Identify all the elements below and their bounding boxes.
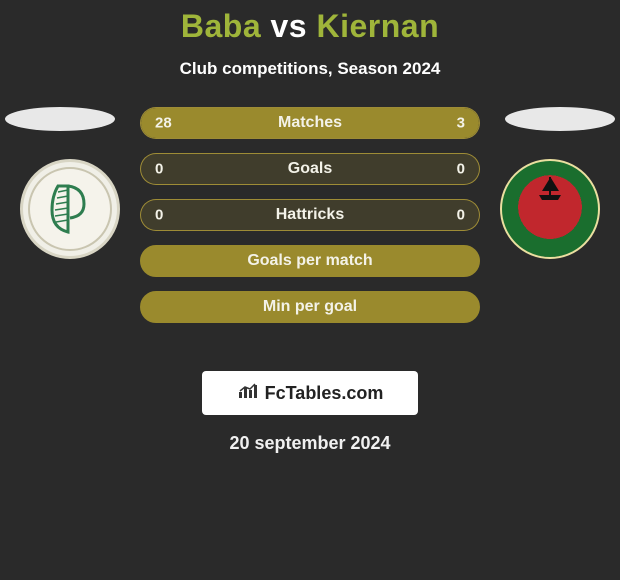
page-title: Baba vs Kiernan — [0, 8, 620, 45]
chart-icon — [237, 382, 259, 405]
club-crest-left — [20, 159, 120, 259]
stat-label: Hattricks — [141, 206, 479, 224]
title-player1: Baba — [181, 8, 261, 44]
stat-row-goals: 00Goals — [140, 153, 480, 185]
comparison-area: 283Matches 00Goals 00Hattricks Goals per ma… — [0, 107, 620, 367]
stat-label: Matches — [141, 114, 479, 132]
date-text: 20 september 2024 — [0, 433, 620, 454]
stat-label: Min per goal — [141, 298, 479, 316]
stat-label: Goals per match — [141, 252, 479, 270]
subtitle: Club competitions, Season 2024 — [0, 59, 620, 79]
stats-column: 283Matches 00Goals 00Hattricks Goals per ma… — [140, 107, 480, 337]
club-crest-right — [500, 159, 600, 259]
shadow-ellipse-left — [5, 107, 115, 131]
stat-row-min-per-goal: Min per goal — [140, 291, 480, 323]
stat-label: Goals — [141, 160, 479, 178]
stat-row-matches: 283Matches — [140, 107, 480, 139]
title-player2: Kiernan — [316, 8, 439, 44]
root: Baba vs Kiernan Club competitions, Seaso… — [0, 0, 620, 454]
site-badge-text: FcTables.com — [265, 383, 384, 404]
shadow-ellipse-right — [505, 107, 615, 131]
site-badge: FcTables.com — [202, 371, 418, 415]
title-vs: vs — [271, 8, 308, 44]
ship-icon — [535, 175, 565, 206]
harp-icon — [28, 167, 112, 251]
stat-row-hattricks: 00Hattricks — [140, 199, 480, 231]
stat-row-goals-per-match: Goals per match — [140, 245, 480, 277]
